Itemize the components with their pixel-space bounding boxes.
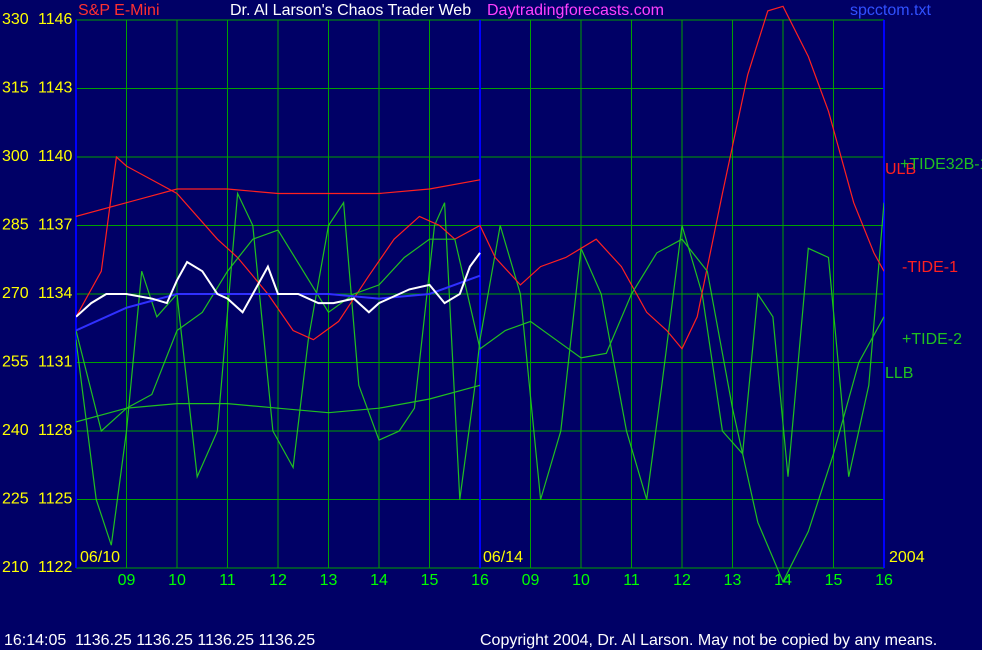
y-tick-label: 255 bbox=[2, 354, 29, 371]
x-tick-label: 14 bbox=[774, 572, 792, 589]
y2-tick-label: 1134 bbox=[38, 285, 73, 302]
x-tick-label: 16 bbox=[471, 572, 489, 589]
header-left: S&P E-Mini bbox=[78, 2, 160, 19]
series-line bbox=[76, 229, 884, 584]
y2-tick-label: 1128 bbox=[38, 422, 73, 439]
x-tick-label: 12 bbox=[269, 572, 287, 589]
y-tick-label: 300 bbox=[2, 148, 29, 165]
chart-title: Dr. Al Larson's Chaos Trader Web bbox=[230, 2, 471, 19]
series-line bbox=[76, 384, 481, 423]
y2-tick-label: 1131 bbox=[38, 354, 73, 371]
y2-tick-label: 1140 bbox=[38, 148, 73, 165]
series-line bbox=[76, 5, 884, 350]
day-label: 06/10 bbox=[80, 549, 120, 566]
y-tick-label: 330 bbox=[2, 11, 29, 28]
y2-tick-label: 1137 bbox=[38, 217, 73, 234]
y2-tick-label: 1146 bbox=[38, 11, 73, 28]
year-label: 2004 bbox=[889, 549, 925, 566]
day-label: 06/14 bbox=[483, 549, 523, 566]
x-tick-label: 13 bbox=[320, 572, 338, 589]
series-label: LLB bbox=[885, 365, 913, 382]
x-tick-label: 15 bbox=[825, 572, 843, 589]
y2-tick-label: 1122 bbox=[38, 559, 73, 576]
x-tick-label: 09 bbox=[118, 572, 136, 589]
y-tick-label: 225 bbox=[2, 491, 29, 508]
x-tick-label: 15 bbox=[421, 572, 439, 589]
x-tick-label: 14 bbox=[370, 572, 388, 589]
x-tick-label: 12 bbox=[673, 572, 691, 589]
series-label: +TIDE-2 bbox=[902, 331, 962, 348]
x-tick-label: 10 bbox=[572, 572, 590, 589]
file-name: spcctom.txt bbox=[850, 2, 931, 19]
y-tick-label: 210 bbox=[2, 559, 29, 576]
series-line bbox=[76, 191, 884, 546]
series-line bbox=[76, 252, 481, 318]
copyright: Copyright 2004, Dr. Al Larson. May not b… bbox=[480, 632, 937, 649]
y2-tick-label: 1143 bbox=[38, 80, 73, 97]
x-tick-label: 10 bbox=[168, 572, 186, 589]
y2-tick-label: 1125 bbox=[38, 491, 73, 508]
x-tick-label: 16 bbox=[875, 572, 893, 589]
plot-lines bbox=[76, 5, 884, 584]
x-tick-label: 11 bbox=[219, 572, 236, 589]
y-tick-label: 315 bbox=[2, 80, 29, 97]
series-label: +TIDE32B-1 bbox=[900, 156, 982, 173]
series-line bbox=[76, 179, 481, 217]
series-label: -TIDE-1 bbox=[902, 259, 958, 276]
status-line: 16:14:05 1136.25 1136.25 1136.25 1136.25 bbox=[4, 632, 315, 649]
y-tick-label: 285 bbox=[2, 217, 29, 234]
site-name: Daytradingforecasts.com bbox=[487, 2, 664, 19]
x-tick-label: 13 bbox=[724, 572, 742, 589]
series-label: ULB bbox=[885, 161, 916, 178]
x-tick-label: 09 bbox=[522, 572, 540, 589]
x-tick-label: 11 bbox=[623, 572, 640, 589]
y-tick-label: 240 bbox=[2, 422, 29, 439]
y-tick-label: 270 bbox=[2, 285, 29, 302]
